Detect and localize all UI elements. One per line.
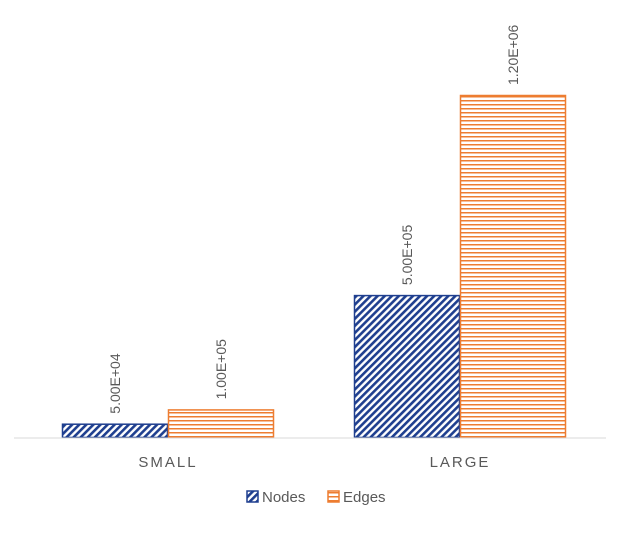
data-label-edges-large: 1.20E+06 (505, 24, 521, 85)
category-label-small: SMALL (138, 454, 197, 471)
legend-swatch-nodes (246, 490, 259, 503)
bar-edges-small (167, 409, 275, 439)
legend-label-nodes: Nodes (262, 489, 305, 506)
legend: Nodes Edges (246, 489, 386, 506)
legend-swatch-edges (327, 490, 340, 503)
legend-label-edges: Edges (343, 489, 386, 506)
data-label-nodes-large: 5.00E+05 (399, 225, 415, 286)
bars-layer (61, 94, 567, 439)
bar-nodes-large (353, 294, 461, 439)
bar-nodes-small (61, 423, 169, 439)
category-label-large: LARGE (430, 454, 491, 471)
labels-layer: 5.00E+04 1.00E+05 SMALL 5.00E+05 1.20E+06 LAR… (107, 24, 521, 471)
data-label-edges-small: 1.00E+05 (213, 339, 229, 400)
data-label-nodes-small: 5.00E+04 (107, 353, 123, 414)
bar-edges-large (459, 94, 567, 439)
